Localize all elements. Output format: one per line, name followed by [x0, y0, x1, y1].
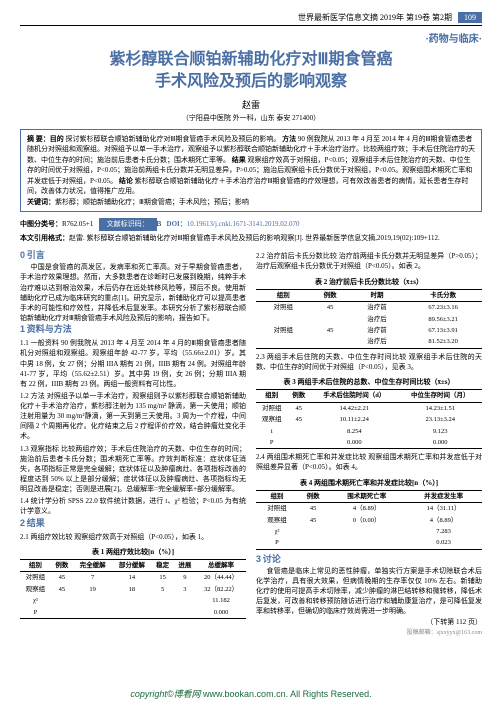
affiliation: （宁阳县中医院 外一科，山东 泰安 271400）	[20, 113, 482, 123]
table-1: 表 1 两组疗效比较[n（%）] 组别例数完全缓解部分缓解稳定进展总缓解率 对照…	[20, 545, 246, 619]
section-0: 0 引言	[20, 249, 246, 262]
section-3: 3 讨论	[256, 553, 482, 566]
category-tag: ·药物与临床·	[20, 30, 482, 45]
submission-email: 投稿邮箱：sjxxyyx@163.com	[256, 629, 482, 638]
section-2: 2 结果	[20, 517, 246, 530]
subsection-2-1: 2.1 两组疗效比较 观察组疗效高于对照组（P<0.05），如表 1。	[20, 532, 246, 542]
two-column-body: 0 引言 中国是食管癌的高发区，发病率和死亡率高。对于早期食管癌患者，手术治疗效…	[20, 249, 482, 637]
subsection-2-3: 2.3 两组手术后住院的天数、中位生存时间比较 观察组手术后住院的天数、中位生存…	[256, 352, 482, 372]
subsection-2-4: 2.4 两组围术期死亡率和并发症比较 观察组围术期死亡率和并发症低于对照组差异显…	[256, 452, 482, 472]
journal-name: 世界最新医学信息文摘 2019年 第19卷 第2期	[298, 13, 452, 22]
table-3: 表 3 两组手术后住院的总数、中位生存时间比较（x̄±s） 组别例数手术后住院时…	[256, 375, 482, 449]
subsection-1-1: 1.1 一般资料 90 例我院从 2013 年 4 月至 2014 年 4 月的…	[20, 338, 246, 389]
discussion-text: 食管癌是临床上常见的恶性肿瘤，单独实行方案是手术切除联合术后化学治疗，具有很大效…	[256, 566, 482, 617]
running-header: 世界最新医学信息文摘 2019年 第19卷 第2期 109	[20, 12, 482, 26]
continued-note: （下转第 112 页）	[256, 617, 482, 627]
abstract-box: 摘 要：目的 探讨紫杉醇联合顺铂新辅助化疗对Ⅲ期食管癌手术风险及预后的影响。 方…	[20, 129, 482, 213]
subsection-1-2: 1.2 方法 对照组予以单一手术治疗，观察组则予以紫杉醇联合顺铂新辅助化疗＋手术…	[20, 391, 246, 442]
subsection-2-2: 2.2 治疗前后卡氏分数比较 治疗前两组卡氏分数并无明显差异（P>0.05）；治…	[256, 251, 482, 271]
doc-type-banner: 文献标识码：	[99, 218, 157, 231]
table-4: 表 4 两组围术期死亡率和并发症比较[n（%）] 组别例数围术期死亡率并发症发生…	[256, 476, 482, 550]
right-column: 2.2 治疗前后卡氏分数比较 治疗前两组卡氏分数并无明显差异（P>0.05）；治…	[256, 249, 482, 637]
author-name: 赵雷	[20, 98, 482, 111]
section-1: 1 资料与方法	[20, 323, 246, 336]
bookan-logo: copyright©博看网	[130, 689, 200, 699]
table-2: 表 2 治疗前后卡氏分数比较（x̄±s） 组别例数时期卡氏分数 对照组45治疗前…	[256, 275, 482, 349]
article-title: 紫杉醇联合顺铂新辅助化疗对Ⅲ期食管癌 手术风险及预后的影响观察	[20, 49, 482, 94]
page-number: 109	[458, 12, 482, 23]
subsection-1-4: 1.4 统计学分析 SPSS 22.0 软件统计数据，进行 t、χ² 检验；P<…	[20, 496, 246, 516]
page-content: 世界最新医学信息文摘 2019年 第19卷 第2期 109 ·药物与临床· 紫杉…	[0, 0, 502, 649]
left-column: 0 引言 中国是食管癌的高发区，发病率和死亡率高。对于早期食管癌患者，手术治疗效…	[20, 249, 246, 637]
intro-text: 中国是食管癌的高发区，发病率和死亡率高。对于早期食管癌患者，手术治疗效果理想。然…	[20, 262, 246, 323]
class-number: 中图分类号：R762.05+1 文献标识码：B DOI：10.19613/j.c…	[20, 216, 482, 233]
footer-copyright: copyright©博看网 www.bookan.com.cn. All Rig…	[0, 687, 502, 700]
citation-format: 本文引用格式：赵雷. 紫杉醇联合顺铂新辅助化疗对Ⅲ期食管癌手术风险及预后的影响观…	[20, 233, 482, 244]
subsection-1-3: 1.3 观察指标 比较两组疗效；手术后住院治疗的天数、中位生存的时间；施治前后患…	[20, 444, 246, 495]
